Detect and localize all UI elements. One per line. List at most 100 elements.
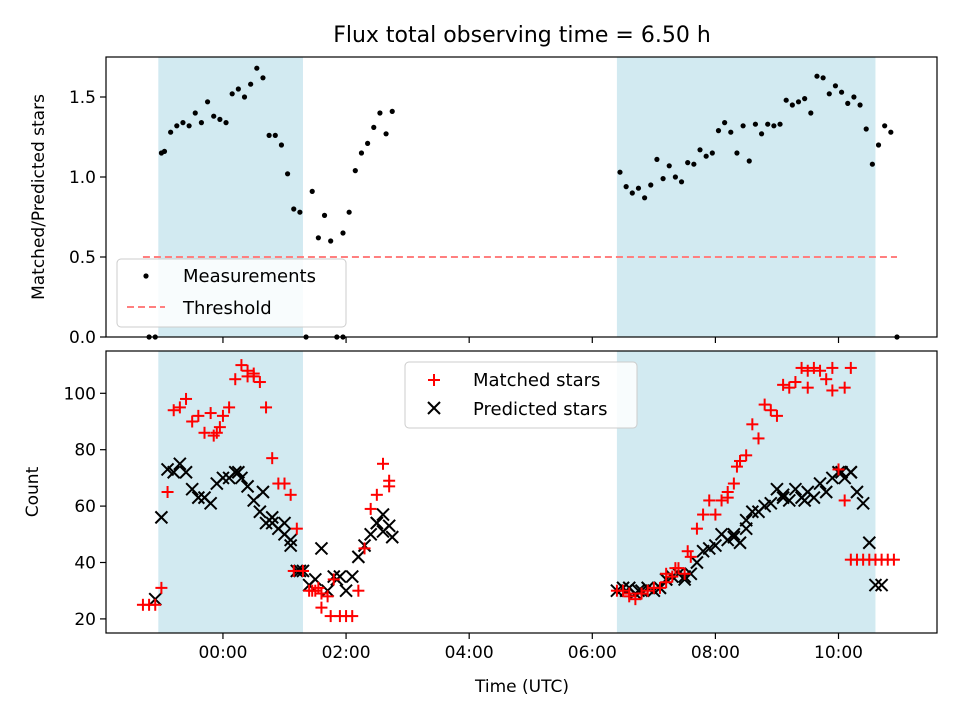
predicted-star-point bbox=[363, 527, 378, 542]
predicted-star-point bbox=[376, 524, 390, 539]
x-tick-label: 04:00 bbox=[445, 643, 494, 663]
predicted-star-point bbox=[776, 488, 790, 502]
predicted-star-point bbox=[819, 485, 833, 499]
matched-star-point bbox=[312, 581, 325, 594]
shaded-interval-1 bbox=[616, 351, 876, 633]
predicted-star-point bbox=[690, 555, 704, 570]
predicted-star-point bbox=[277, 516, 292, 530]
shaded-interval-0 bbox=[158, 351, 303, 633]
top-axes-frame bbox=[105, 56, 938, 338]
measurement-point bbox=[869, 161, 875, 167]
measurement-point bbox=[882, 123, 888, 129]
matched-star-point bbox=[198, 426, 211, 439]
measurement-point bbox=[826, 91, 832, 97]
matched-star-point bbox=[352, 584, 365, 597]
measurement-point bbox=[802, 96, 808, 102]
measurement-point bbox=[383, 131, 389, 137]
matched-star-point bbox=[844, 361, 857, 374]
predicted-star-point bbox=[154, 510, 169, 525]
measurement-point bbox=[678, 179, 685, 185]
matched-star-point bbox=[789, 376, 802, 389]
matched-star-point bbox=[838, 381, 851, 394]
measurement-point bbox=[765, 121, 771, 127]
predicted-star-point bbox=[216, 471, 230, 485]
matched-star-point bbox=[235, 359, 248, 372]
matched-star-point bbox=[216, 409, 229, 422]
measurement-point bbox=[820, 75, 826, 81]
matched-star-point bbox=[678, 567, 691, 580]
predicted-star-point bbox=[813, 476, 827, 491]
measurement-point bbox=[223, 120, 229, 126]
measurement-point bbox=[752, 121, 759, 127]
predicted-star-point bbox=[265, 510, 279, 525]
measurement-point bbox=[248, 81, 254, 87]
predicted-star-point bbox=[240, 479, 255, 494]
matched-star-point bbox=[278, 477, 291, 490]
matched-star-point bbox=[654, 581, 666, 594]
matched-star-point bbox=[617, 584, 630, 597]
matched-star-point bbox=[290, 522, 303, 535]
matched-star-point bbox=[306, 584, 319, 597]
matched-star-point bbox=[623, 587, 636, 600]
y-tick-label: 0.5 bbox=[69, 248, 96, 268]
counts-layer bbox=[136, 359, 900, 623]
matched-star-point bbox=[635, 587, 648, 600]
matched-star-point bbox=[284, 488, 297, 501]
matched-star-point bbox=[758, 398, 771, 411]
predicted-star-point bbox=[179, 465, 193, 479]
measurement-point bbox=[217, 116, 223, 122]
measurement-point bbox=[266, 132, 272, 138]
measurement-point bbox=[186, 123, 192, 129]
x-tick-label: 02:00 bbox=[322, 643, 371, 663]
x-tick-label: 00:00 bbox=[198, 643, 247, 663]
predicted-star-point bbox=[708, 538, 723, 553]
top-y-axis-label: Matched/Predicted stars bbox=[29, 94, 49, 300]
measurement-point bbox=[795, 99, 802, 105]
x-axis-label: Time (UTC) bbox=[474, 677, 569, 697]
measurement-point bbox=[198, 120, 205, 126]
measurement-point bbox=[746, 158, 752, 164]
bottom-x-axis: 00:00 02:00 04:00 06:00 08:00 10:00 bbox=[198, 633, 863, 663]
shaded-interval-1 bbox=[616, 57, 876, 337]
y-tick-label: 0.0 bbox=[69, 328, 96, 348]
measurement-point bbox=[192, 110, 198, 116]
measurement-point bbox=[851, 94, 857, 100]
predicted-star-point bbox=[733, 536, 747, 550]
matched-star-point bbox=[223, 401, 236, 414]
measurement-point bbox=[838, 89, 845, 95]
measurements-layer bbox=[146, 65, 900, 340]
measurement-point bbox=[377, 110, 383, 116]
matched-star-point bbox=[324, 610, 337, 623]
measurement-point bbox=[728, 129, 734, 135]
top-legend: Measurements Threshold bbox=[116, 258, 347, 328]
matched-star-point bbox=[167, 404, 180, 417]
measurement-point bbox=[691, 161, 697, 167]
legend-matched-label: Matched stars bbox=[473, 370, 600, 391]
predicted-star-point bbox=[231, 465, 246, 479]
predicted-star-point bbox=[385, 530, 399, 544]
predicted-star-point bbox=[370, 516, 384, 530]
measurement-point bbox=[777, 121, 783, 127]
predicted-star-point bbox=[727, 527, 741, 542]
measurement-point bbox=[284, 171, 291, 177]
legend-predicted-label: Predicted stars bbox=[473, 399, 607, 420]
predicted-star-point bbox=[203, 496, 218, 510]
bottom-legend: Matched stars Predicted stars bbox=[404, 361, 638, 429]
measurement-point bbox=[771, 123, 777, 129]
predicted-star-point bbox=[764, 496, 778, 510]
matched-star-point bbox=[266, 452, 279, 465]
bottom-axes-frame bbox=[105, 350, 938, 634]
predicted-star-point bbox=[797, 493, 812, 508]
matched-star-point bbox=[740, 449, 753, 462]
measurement-point bbox=[808, 110, 814, 116]
x-tick-label: 06:00 bbox=[568, 643, 617, 663]
matched-star-point bbox=[186, 415, 199, 428]
predicted-star-point bbox=[167, 465, 181, 479]
matched-star-point bbox=[173, 401, 186, 414]
matched-star-point bbox=[838, 494, 851, 507]
matched-star-point bbox=[207, 429, 220, 442]
measurement-point bbox=[211, 113, 217, 119]
measurement-point bbox=[635, 185, 642, 191]
measurement-point bbox=[346, 209, 352, 215]
